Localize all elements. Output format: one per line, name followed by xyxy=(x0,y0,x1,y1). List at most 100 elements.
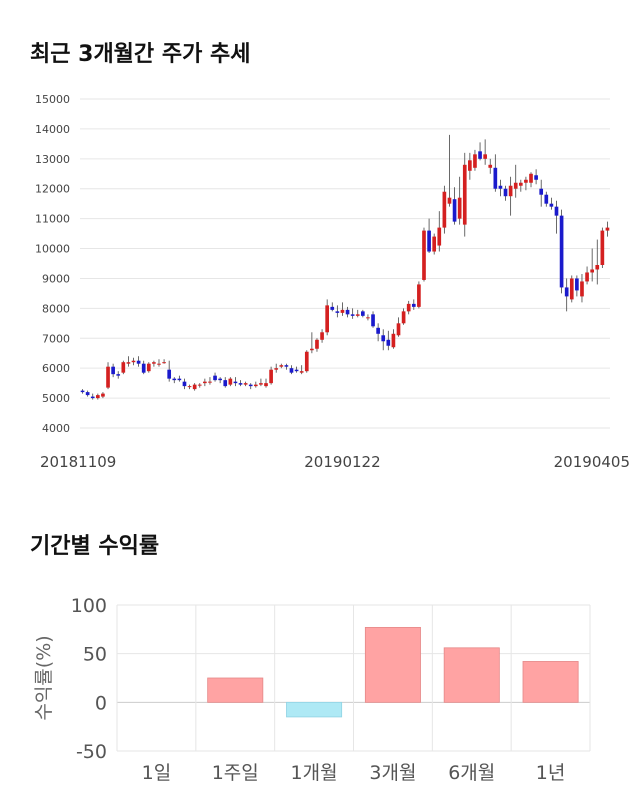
candle xyxy=(559,209,564,294)
candle-body xyxy=(575,278,579,291)
candle-body xyxy=(361,311,365,316)
candle-body xyxy=(442,191,447,228)
candle xyxy=(157,359,161,367)
candle-y-tick-label: 15000 xyxy=(35,93,70,106)
candle-body xyxy=(554,206,559,216)
candle-x-tick-labels: 20181109 20190122 20190405 xyxy=(40,453,630,471)
candle-body xyxy=(381,335,386,342)
candle-x-tick-label: 20190405 xyxy=(554,453,630,471)
candle xyxy=(391,329,396,349)
candle xyxy=(575,275,579,297)
candle-body xyxy=(96,395,100,399)
returns-bar xyxy=(286,701,343,718)
returns-bar xyxy=(443,647,500,703)
candle xyxy=(468,152,472,180)
candle-y-tick-label: 6000 xyxy=(42,362,70,375)
candle xyxy=(101,392,105,399)
returns-y-axis-label: 수익률(%) xyxy=(33,635,55,720)
candle xyxy=(90,393,95,400)
candle-body xyxy=(549,203,554,207)
candle-y-tick-label: 8000 xyxy=(42,302,70,315)
candle-body xyxy=(371,314,375,327)
candle xyxy=(503,185,508,201)
candle-y-tick-label: 4000 xyxy=(42,422,70,435)
candle xyxy=(289,365,294,375)
candle xyxy=(96,393,100,400)
candle xyxy=(330,302,335,312)
candle-body xyxy=(80,390,85,393)
candle xyxy=(233,377,238,387)
candle-body xyxy=(600,230,605,265)
candle-body xyxy=(340,309,345,313)
candle xyxy=(345,306,350,318)
candle-body xyxy=(294,369,299,372)
candle-body xyxy=(157,363,161,365)
candle-body xyxy=(238,383,243,385)
candle xyxy=(192,383,197,391)
candle-body xyxy=(320,332,324,340)
candle xyxy=(473,149,477,171)
candle-body xyxy=(513,182,518,189)
candle-body xyxy=(447,197,452,204)
candle-body xyxy=(493,167,498,189)
candle-body xyxy=(203,381,207,384)
candle-body xyxy=(483,154,487,159)
candle-body xyxy=(452,199,457,222)
candle xyxy=(218,377,222,384)
candle-body xyxy=(213,375,217,381)
candle xyxy=(116,371,121,379)
candle xyxy=(85,390,90,397)
candle-body xyxy=(355,314,360,316)
candle-body xyxy=(279,365,284,367)
candle-body xyxy=(233,381,238,384)
candle xyxy=(600,227,605,268)
candle-body xyxy=(243,383,248,385)
returns-y-tick-label: 50 xyxy=(83,644,107,666)
candle xyxy=(355,309,360,318)
candle-y-tick-label: 5000 xyxy=(42,392,70,405)
candle-body xyxy=(172,378,177,381)
candle xyxy=(182,378,187,390)
candle-body xyxy=(208,381,212,383)
candle-body xyxy=(462,164,467,225)
candle xyxy=(264,378,268,388)
candle-body xyxy=(136,360,141,364)
candle-body xyxy=(417,284,421,307)
candle-body xyxy=(585,272,589,282)
candle xyxy=(508,176,513,216)
candle-body xyxy=(427,230,431,252)
candle-body xyxy=(299,371,304,373)
candle xyxy=(152,360,156,367)
candle xyxy=(177,375,182,382)
candle-body xyxy=(345,309,350,315)
candle xyxy=(462,152,467,237)
candle xyxy=(223,377,228,388)
candle xyxy=(442,185,447,234)
candle-body xyxy=(569,278,574,300)
returns-x-tick-label: 1년 xyxy=(536,762,566,784)
candle xyxy=(141,360,146,375)
candle xyxy=(529,172,533,188)
candle xyxy=(243,381,248,387)
returns-x-tick-label: 1일 xyxy=(142,762,172,784)
candle xyxy=(203,378,207,387)
candle-body xyxy=(289,368,294,373)
candle-body xyxy=(177,378,182,381)
candle-body xyxy=(590,269,594,273)
candle-body xyxy=(529,173,533,183)
candle xyxy=(259,378,263,387)
candle-body xyxy=(223,380,228,387)
candle-y-tick-label: 14000 xyxy=(35,123,70,136)
candle xyxy=(493,154,498,192)
returns-x-tick-label: 1주일 xyxy=(212,762,259,784)
candle xyxy=(350,308,355,319)
candle-body xyxy=(391,333,396,348)
candle xyxy=(437,211,442,252)
candle-body xyxy=(386,339,391,346)
returns-y-tick-label: 100 xyxy=(71,595,107,617)
candle-series xyxy=(80,134,610,400)
candle xyxy=(432,233,437,255)
candle-body xyxy=(90,396,95,399)
candle-body xyxy=(310,348,314,351)
candle xyxy=(605,221,610,237)
